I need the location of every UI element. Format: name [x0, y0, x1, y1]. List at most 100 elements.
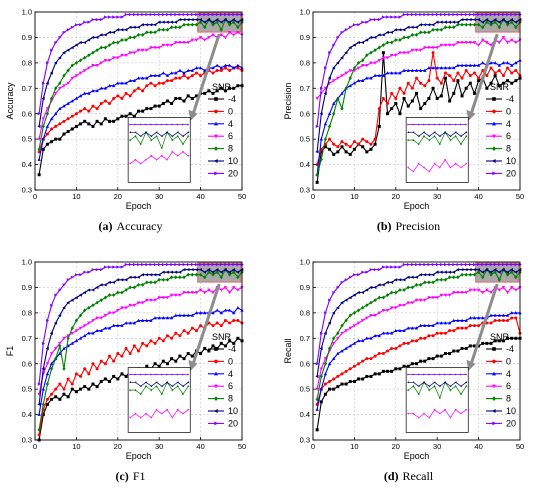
inset-frame: [405, 367, 469, 433]
data-point: [501, 61, 506, 65]
data-point: [198, 66, 203, 70]
data-point: [323, 357, 328, 361]
data-point: [423, 336, 427, 340]
data-point: [435, 46, 439, 50]
inset-point: [139, 135, 142, 138]
data-point: [232, 66, 236, 70]
data-point: [336, 150, 340, 154]
data-point: [336, 336, 340, 341]
data-point: [447, 43, 452, 47]
data-point: [219, 341, 223, 345]
data-point: [211, 91, 215, 95]
data-point: [45, 402, 49, 406]
inset-frame: [127, 367, 191, 433]
data-point: [70, 45, 74, 50]
data-point: [173, 270, 178, 274]
data-point: [373, 354, 377, 358]
x-tick-label: 30: [433, 192, 441, 201]
data-point: [390, 306, 394, 310]
inset-point: [150, 416, 153, 419]
legend-label-20: 20: [506, 418, 516, 428]
data-point: [174, 25, 178, 30]
data-point: [497, 41, 501, 45]
data-point: [410, 25, 414, 29]
data-point: [128, 275, 132, 279]
inset-point: [155, 408, 158, 411]
data-point: [70, 387, 74, 391]
legend-label-6: 6: [506, 381, 511, 391]
data-point: [489, 66, 493, 70]
data-point: [468, 81, 472, 85]
data-point: [203, 25, 207, 30]
data-point: [199, 352, 203, 356]
data-point: [99, 316, 103, 320]
data-point: [510, 262, 514, 267]
data-point: [124, 306, 128, 310]
data-point: [215, 20, 219, 25]
data-point: [120, 15, 124, 19]
inset-series-10: [130, 381, 189, 387]
inset-point: [166, 131, 168, 134]
data-point: [315, 124, 319, 129]
data-point: [112, 359, 116, 363]
data-point: [203, 12, 207, 17]
data-point: [108, 119, 112, 123]
data-point: [161, 27, 165, 32]
inset-point: [407, 131, 409, 134]
data-point: [464, 272, 468, 277]
data-point: [323, 91, 327, 96]
legend-marker: [492, 384, 496, 389]
data-point: [464, 326, 468, 330]
data-point: [111, 30, 116, 34]
data-point: [340, 349, 344, 353]
data-point: [373, 285, 377, 290]
data-point: [381, 283, 385, 287]
data-point: [194, 94, 198, 98]
data-point: [91, 331, 95, 335]
data-point: [120, 306, 124, 310]
data-point: [211, 344, 215, 348]
data-point: [45, 382, 50, 387]
legend-label-0: 0: [506, 356, 511, 366]
data-point: [215, 89, 219, 93]
data-point: [435, 354, 439, 358]
inset-point: [144, 381, 147, 384]
data-point: [49, 96, 54, 101]
inset-point: [407, 166, 410, 169]
inset-point: [433, 162, 436, 165]
data-point: [501, 36, 506, 40]
data-point: [219, 262, 224, 267]
inset-point: [454, 373, 457, 376]
data-point: [45, 107, 50, 111]
inset-point: [139, 123, 142, 126]
data-point: [506, 336, 510, 340]
data-point: [485, 262, 489, 267]
data-point: [485, 341, 489, 345]
data-point: [169, 20, 173, 24]
data-point: [169, 25, 174, 30]
data-point: [439, 81, 443, 85]
data-point: [120, 81, 124, 85]
data-point: [493, 318, 497, 322]
x-tick-label: 0: [311, 442, 315, 451]
data-point: [435, 27, 439, 32]
inset-point: [449, 416, 452, 419]
data-point: [464, 262, 468, 267]
data-point: [153, 341, 157, 345]
data-point: [324, 66, 328, 70]
data-point: [145, 262, 149, 267]
inset-point: [407, 381, 409, 384]
data-point: [211, 66, 215, 70]
data-point: [58, 351, 62, 355]
data-point: [62, 283, 66, 287]
data-point: [95, 385, 99, 389]
data-point: [78, 336, 83, 340]
data-point: [323, 372, 328, 376]
data-point: [174, 262, 178, 267]
data-point: [435, 20, 439, 24]
data-point: [58, 86, 62, 91]
data-point: [223, 89, 227, 93]
data-point: [452, 291, 456, 295]
data-point: [116, 28, 120, 32]
data-point: [419, 107, 423, 111]
